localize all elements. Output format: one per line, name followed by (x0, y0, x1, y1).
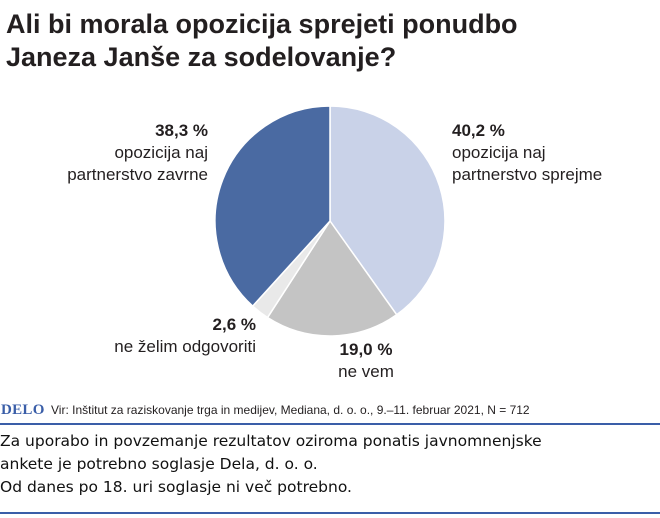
usage-notice-line-1: Za uporabo in povzemanje rezultatov ozir… (0, 432, 542, 450)
label-ne-vem-line-1: ne vem (338, 362, 394, 381)
delo-logo: DELO (1, 402, 45, 418)
label-ne-zelim: 2,6 % ne želim odgovoriti (60, 314, 256, 358)
label-zavrne: 38,3 % opozicija naj partnerstvo zavrne (40, 120, 208, 186)
label-sprejme-pct: 40,2 % (452, 121, 505, 140)
chart-title-line-1: Ali bi morala opozicija sprejeti ponudbo (6, 9, 518, 39)
label-ne-vem-pct: 19,0 % (339, 340, 393, 359)
label-ne-vem: 19,0 % ne vem (306, 339, 426, 383)
label-sprejme: 40,2 % opozicija naj partnerstvo sprejme (452, 120, 602, 186)
label-zavrne-pct: 38,3 % (155, 121, 208, 140)
label-sprejme-line-1: opozicija naj (452, 143, 546, 162)
source-line: DELO Vir: Inštitut za raziskovanje trga … (0, 399, 660, 421)
slice-zavrne (214, 105, 331, 307)
label-zavrne-line-1: opozicija naj (114, 143, 208, 162)
slice-sprejme (329, 105, 446, 316)
chart-title-line-2: Janeza Janše za sodelovanje? (6, 42, 397, 72)
label-ne-zelim-pct: 2,6 % (212, 315, 256, 334)
label-zavrne-line-2: partnerstvo zavrne (67, 165, 208, 184)
slice-ne-vem (266, 220, 398, 337)
usage-notice-line-3: Od danes po 18. uri soglasje ni več potr… (0, 478, 352, 496)
chart-title: Ali bi morala opozicija sprejeti ponudbo… (6, 8, 656, 74)
usage-notice-line-2: ankete je potrebno soglasje Dela, d. o. … (0, 455, 318, 473)
label-sprejme-line-2: partnerstvo sprejme (452, 165, 603, 184)
divider-bottom (0, 512, 660, 514)
usage-notice: Za uporabo in povzemanje rezultatov ozir… (0, 430, 660, 499)
divider-top (0, 423, 660, 425)
source-text: Vir: Inštitut za raziskovanje trga in me… (51, 403, 530, 417)
label-ne-zelim-line-1: ne želim odgovoriti (114, 337, 256, 356)
